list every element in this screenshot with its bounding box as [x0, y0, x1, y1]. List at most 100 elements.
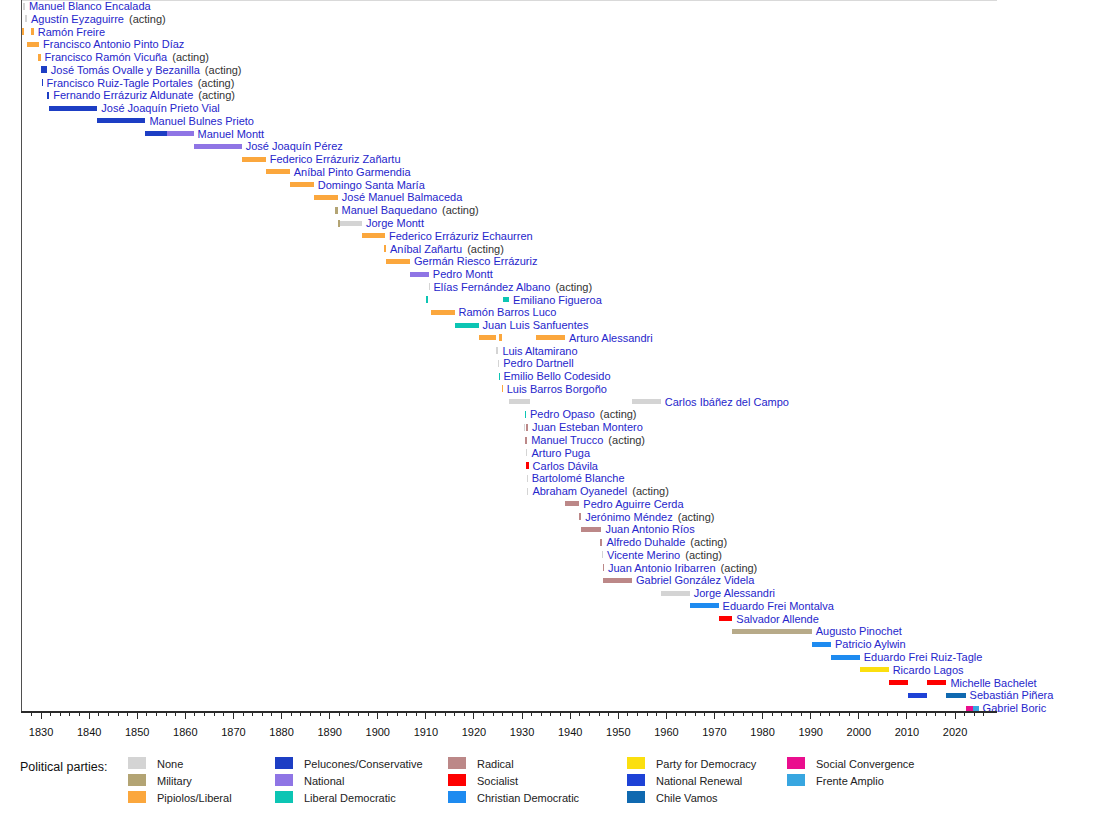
president-name[interactable]: Elías Fernández Albano: [434, 281, 551, 293]
president-name[interactable]: Federico Errázuriz Echaurren: [389, 230, 533, 242]
president-name[interactable]: Juan Esteban Montero: [532, 421, 643, 433]
president-label[interactable]: Domingo Santa María: [318, 179, 425, 191]
president-name[interactable]: Arturo Puga: [531, 447, 590, 459]
president-label[interactable]: Arturo Puga: [531, 447, 590, 459]
president-name[interactable]: Arturo Alessandri: [569, 332, 653, 344]
president-label[interactable]: Salvador Allende: [736, 613, 819, 625]
president-name[interactable]: Pedro Aguirre Cerda: [583, 498, 683, 510]
president-label[interactable]: Jorge Montt: [366, 217, 424, 229]
president-name[interactable]: Francisco Ramón Vicuña: [45, 51, 168, 63]
president-name[interactable]: Luis Barros Borgoño: [507, 383, 607, 395]
president-name[interactable]: Francisco Ruiz-Tagle Portales: [47, 77, 193, 89]
president-name[interactable]: Juan Antonio Iribarren: [608, 562, 716, 574]
president-name[interactable]: Michelle Bachelet: [950, 677, 1036, 689]
president-label[interactable]: Luis Barros Borgoño: [507, 383, 607, 395]
president-name[interactable]: Patricio Aylwin: [835, 638, 906, 650]
president-label[interactable]: Sebastián Piñera: [970, 689, 1054, 701]
president-name[interactable]: Ramón Barros Luco: [459, 306, 557, 318]
president-name[interactable]: Eduardo Frei Montalva: [723, 600, 834, 612]
president-name[interactable]: Manuel Baquedano: [342, 204, 437, 216]
president-label[interactable]: Pedro Aguirre Cerda: [583, 498, 683, 510]
president-label[interactable]: Ramón Freire: [38, 26, 105, 38]
president-name[interactable]: José Tomás Ovalle y Bezanilla: [51, 64, 200, 76]
president-name[interactable]: Eduardo Frei Ruiz-Tagle: [864, 651, 983, 663]
president-name[interactable]: Federico Errázuriz Zañartu: [270, 153, 401, 165]
president-label[interactable]: Manuel Blanco Encalada: [29, 0, 151, 12]
president-label[interactable]: Jorge Alessandri: [694, 587, 775, 599]
president-name[interactable]: Alfredo Duhalde: [606, 536, 685, 548]
president-label[interactable]: Francisco Antonio Pinto Díaz: [43, 38, 184, 50]
president-name[interactable]: José Joaquín Pérez: [246, 140, 343, 152]
president-label[interactable]: Manuel Montt: [198, 128, 265, 140]
president-name[interactable]: Juan Luis Sanfuentes: [483, 319, 589, 331]
president-name[interactable]: Carlos Ibáñez del Campo: [665, 396, 789, 408]
president-name[interactable]: Augusto Pinochet: [816, 625, 902, 637]
president-label[interactable]: Alfredo Duhalde (acting): [606, 536, 727, 548]
president-name[interactable]: Ricardo Lagos: [893, 664, 964, 676]
president-label[interactable]: Fernando Errázuriz Aldunate (acting): [53, 89, 235, 101]
president-label[interactable]: Eduardo Frei Montalva: [723, 600, 834, 612]
president-label[interactable]: Juan Antonio Ríos: [605, 523, 694, 535]
president-label[interactable]: Federico Errázuriz Echaurren: [389, 230, 533, 242]
president-name[interactable]: Luis Altamirano: [502, 345, 577, 357]
president-label[interactable]: Pedro Dartnell: [503, 357, 573, 369]
president-label[interactable]: Agustín Eyzaguirre (acting): [31, 13, 166, 25]
president-label[interactable]: Aníbal Pinto Garmendia: [294, 166, 411, 178]
president-label[interactable]: Carlos Dávila: [533, 460, 598, 472]
president-name[interactable]: Manuel Bulnes Prieto: [149, 115, 254, 127]
president-name[interactable]: Manuel Trucco: [531, 434, 603, 446]
president-name[interactable]: Manuel Blanco Encalada: [29, 0, 151, 12]
president-label[interactable]: Vicente Merino (acting): [607, 549, 722, 561]
president-label[interactable]: José Joaquín Prieto Vial: [101, 102, 219, 114]
president-name[interactable]: Francisco Antonio Pinto Díaz: [43, 38, 184, 50]
president-name[interactable]: Abraham Oyanedel: [532, 485, 627, 497]
president-name[interactable]: Pedro Dartnell: [503, 357, 573, 369]
president-label[interactable]: José Joaquín Pérez: [246, 140, 343, 152]
president-name[interactable]: José Manuel Balmaceda: [342, 191, 462, 203]
president-label[interactable]: Augusto Pinochet: [816, 625, 902, 637]
president-label[interactable]: Jerónimo Méndez (acting): [585, 511, 714, 523]
president-label[interactable]: Manuel Trucco (acting): [531, 434, 645, 446]
president-name[interactable]: Salvador Allende: [736, 613, 819, 625]
president-name[interactable]: Aníbal Pinto Garmendia: [294, 166, 411, 178]
president-label[interactable]: Patricio Aylwin: [835, 638, 906, 650]
president-name[interactable]: Domingo Santa María: [318, 179, 425, 191]
president-name[interactable]: Juan Antonio Ríos: [605, 523, 694, 535]
president-name[interactable]: Bartolomé Blanche: [532, 472, 625, 484]
president-label[interactable]: Gabriel González Videla: [636, 574, 754, 586]
president-label[interactable]: Francisco Ruiz-Tagle Portales (acting): [47, 77, 235, 89]
president-label[interactable]: Carlos Ibáñez del Campo: [665, 396, 789, 408]
president-label[interactable]: Juan Luis Sanfuentes: [483, 319, 589, 331]
president-name[interactable]: Jorge Alessandri: [694, 587, 775, 599]
president-label[interactable]: José Tomás Ovalle y Bezanilla (acting): [51, 64, 242, 76]
president-name[interactable]: Jerónimo Méndez: [585, 511, 672, 523]
president-label[interactable]: Luis Altamirano: [502, 345, 577, 357]
president-label[interactable]: Germán Riesco Errázuriz: [414, 255, 537, 267]
president-label[interactable]: Pedro Montt: [433, 268, 493, 280]
president-label[interactable]: Emilio Bello Codesido: [504, 370, 611, 382]
president-label[interactable]: Ricardo Lagos: [893, 664, 964, 676]
president-label[interactable]: Francisco Ramón Vicuña (acting): [45, 51, 209, 63]
president-name[interactable]: Vicente Merino: [607, 549, 680, 561]
president-label[interactable]: Federico Errázuriz Zañartu: [270, 153, 401, 165]
president-label[interactable]: Arturo Alessandri: [569, 332, 653, 344]
president-name[interactable]: Agustín Eyzaguirre: [31, 13, 124, 25]
president-label[interactable]: José Manuel Balmaceda: [342, 191, 462, 203]
president-label[interactable]: Ramón Barros Luco: [459, 306, 557, 318]
president-name[interactable]: Pedro Montt: [433, 268, 493, 280]
president-name[interactable]: Sebastián Piñera: [970, 689, 1054, 701]
president-label[interactable]: Abraham Oyanedel (acting): [532, 485, 669, 497]
president-label[interactable]: Aníbal Zañartu (acting): [390, 243, 504, 255]
president-name[interactable]: Emilio Bello Codesido: [504, 370, 611, 382]
president-label[interactable]: Manuel Bulnes Prieto: [149, 115, 254, 127]
president-name[interactable]: Emiliano Figueroa: [513, 294, 602, 306]
president-name[interactable]: Fernando Errázuriz Aldunate: [53, 89, 193, 101]
president-label[interactable]: Emiliano Figueroa: [513, 294, 602, 306]
president-name[interactable]: Pedro Opaso: [530, 408, 595, 420]
president-label[interactable]: Manuel Baquedano (acting): [342, 204, 479, 216]
president-label[interactable]: Bartolomé Blanche: [532, 472, 625, 484]
president-label[interactable]: Elías Fernández Albano (acting): [434, 281, 593, 293]
president-name[interactable]: Carlos Dávila: [533, 460, 598, 472]
president-label[interactable]: Michelle Bachelet: [950, 677, 1036, 689]
president-label[interactable]: Juan Antonio Iribarren (acting): [608, 562, 757, 574]
